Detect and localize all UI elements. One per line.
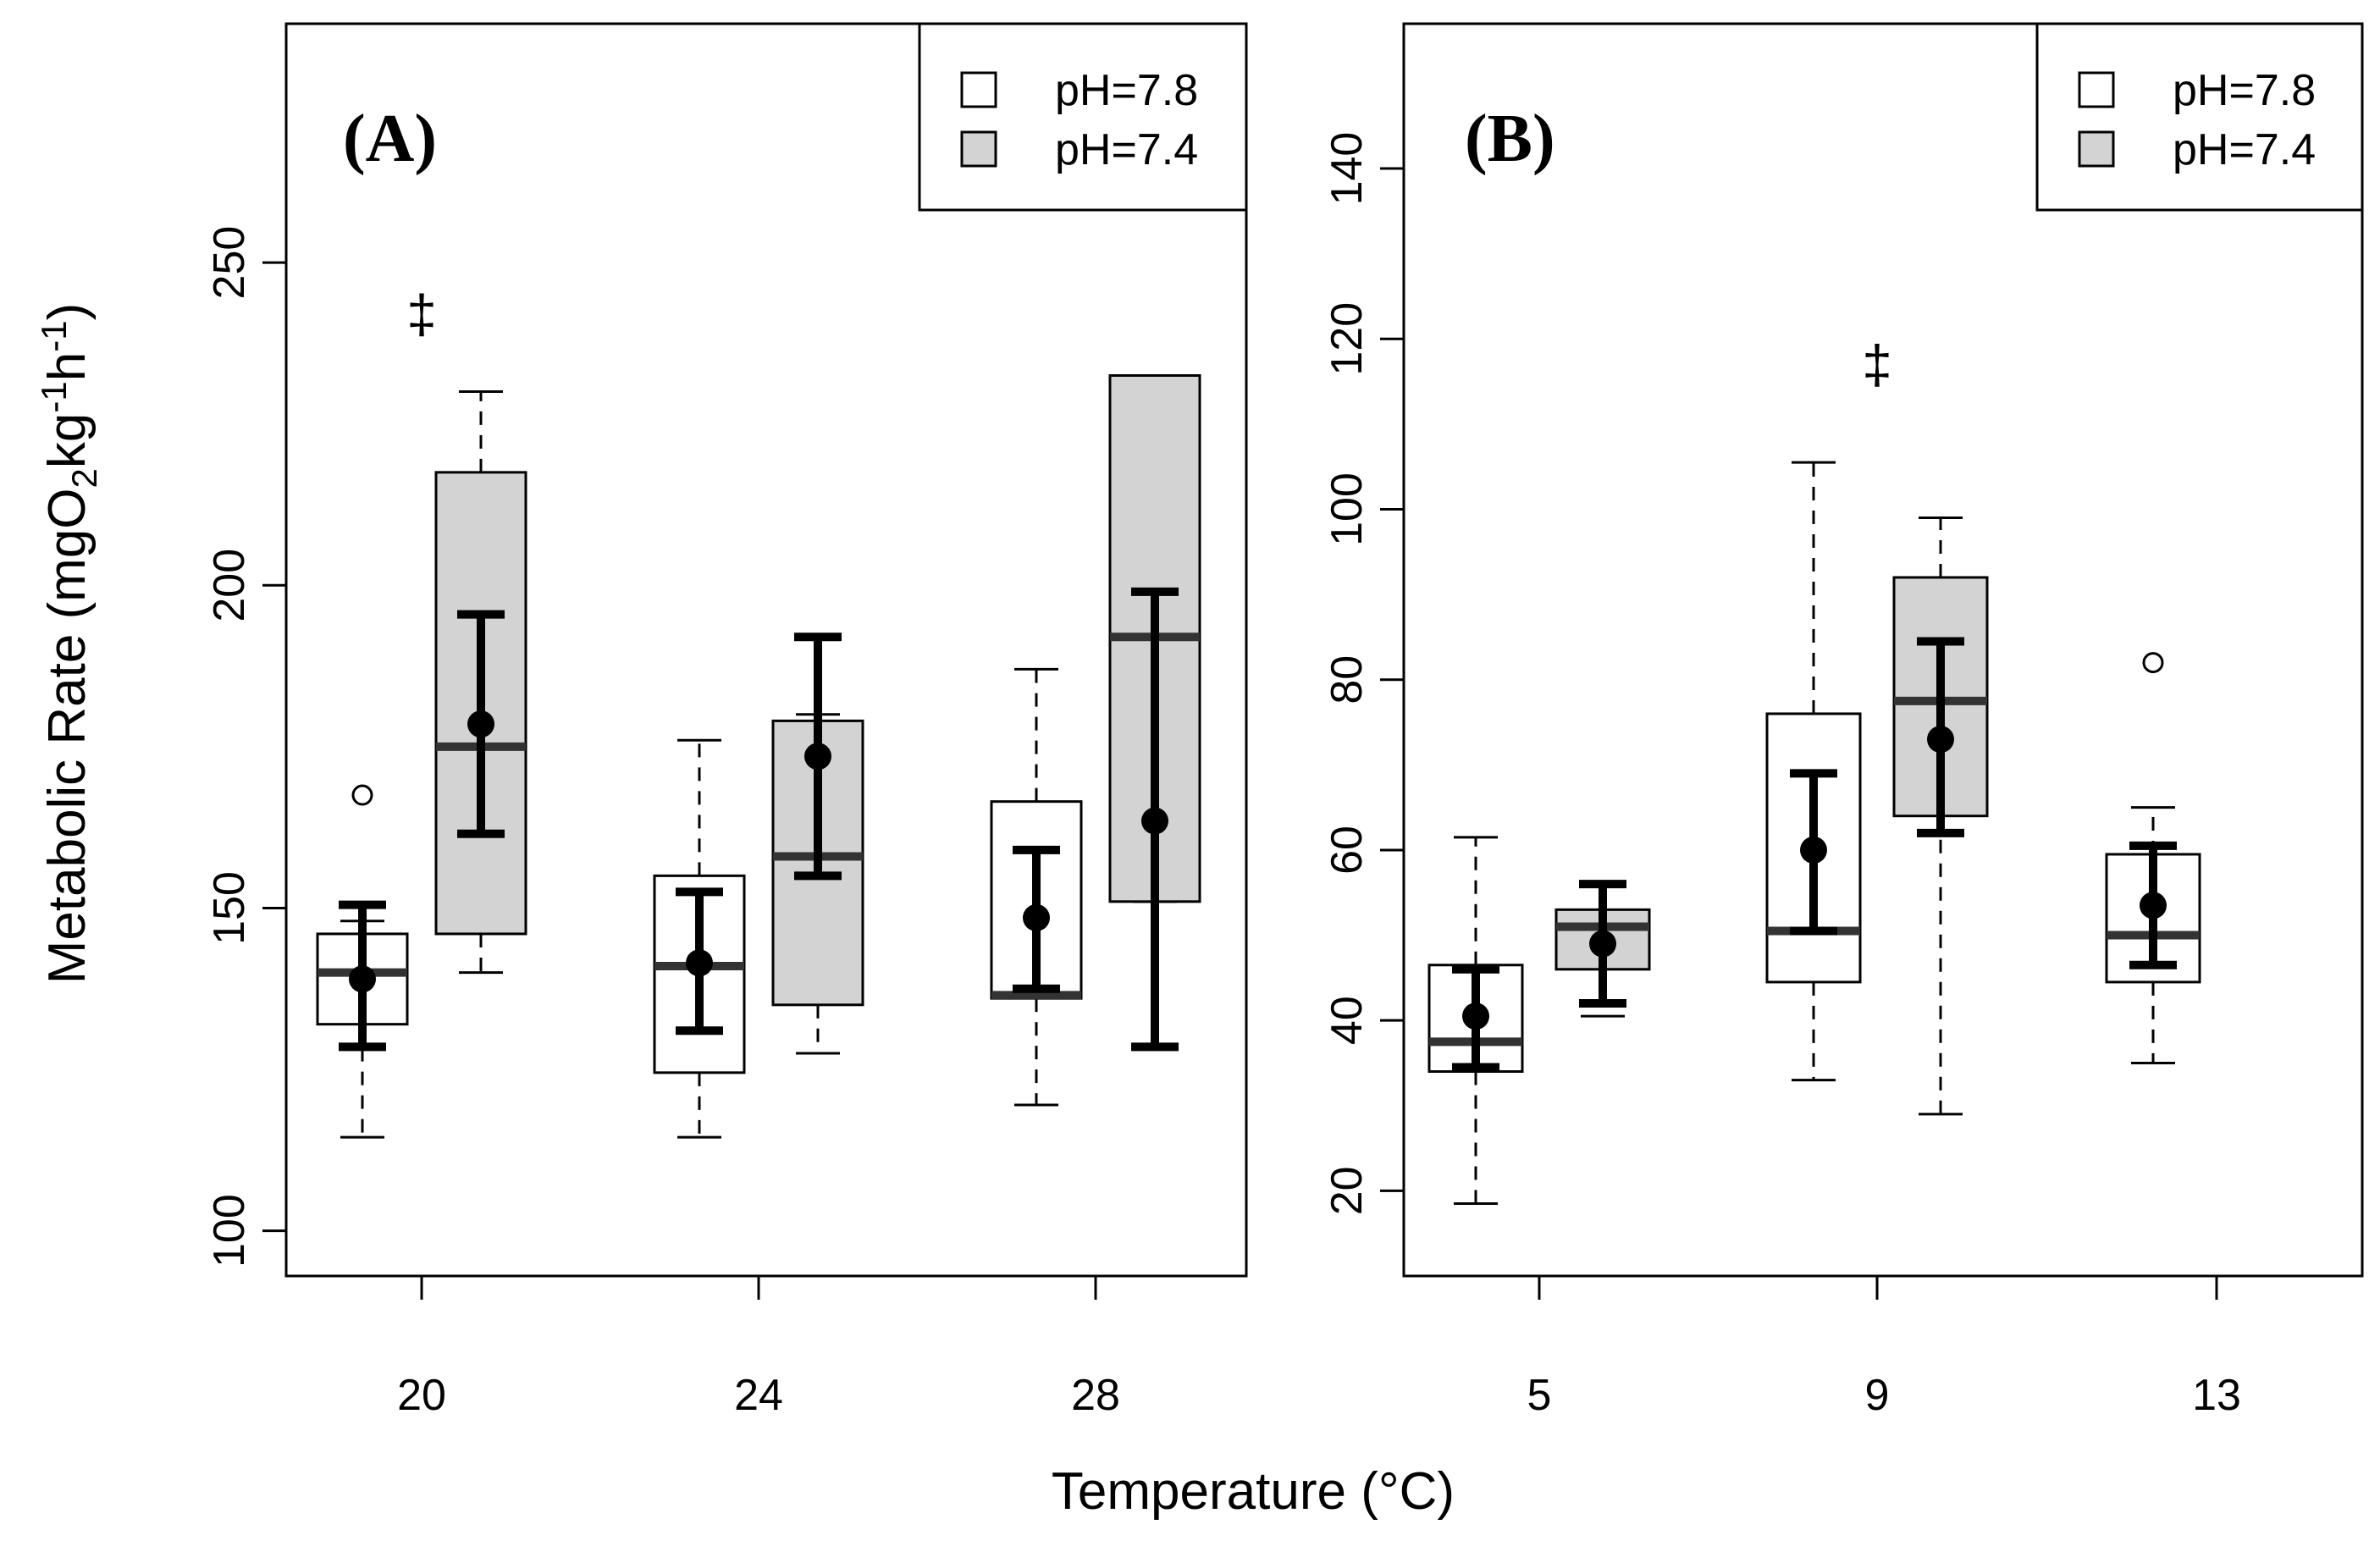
mean-point-pH74-28	[1141, 807, 1168, 835]
x-tick-label-20: 20	[397, 1371, 446, 1420]
significance-marker-9: ‡	[1862, 334, 1892, 395]
panel-a: ‡ pH=7.8 pH=7.4 (A) 100 150 200 250 20 24 28	[205, 22, 1248, 1420]
legend-swatch-ph-7-8	[2078, 71, 2115, 108]
y-axis-title-main: Metabolic Rate (mgO	[38, 488, 97, 984]
panel-b-legend: pH=7.8 pH=7.4	[2035, 22, 2364, 212]
panel-a-marks: ‡	[316, 284, 1201, 1139]
panel-b-x-axis: 5 9 13	[1527, 1276, 2241, 1420]
y-tick-label-100: 100	[1323, 472, 1372, 546]
x-tick-label-9: 9	[1865, 1371, 1890, 1420]
panel-a-legend: pH=7.8 pH=7.4	[918, 22, 1248, 212]
panel-b-y-axis: 20 40 60 80 100 120 140	[1323, 132, 1404, 1215]
x-axis-title: Temperature (°C)	[1052, 1462, 1455, 1521]
y-tick-label-20: 20	[1323, 1166, 1372, 1215]
y-tick-label-250: 250	[205, 226, 254, 300]
panel-b: ‡ pH=7.8 pH=7.4 (B) 20 40 60 80 100 120 140 5 9 1…	[1323, 22, 2364, 1420]
mean-point-pH78-24	[686, 949, 713, 977]
y-tick-label-200: 200	[205, 549, 254, 622]
legend-swatch-ph-7-4	[960, 130, 997, 168]
panel-a-y-axis: 100 150 200 250	[205, 226, 286, 1268]
legend-swatch-ph-7-4	[2078, 130, 2115, 168]
x-tick-label-13: 13	[2192, 1371, 2241, 1420]
x-tick-label-28: 28	[1071, 1371, 1120, 1420]
y-tick-label-100: 100	[205, 1194, 254, 1268]
x-tick-label-5: 5	[1527, 1371, 1552, 1420]
mean-point-pH78-28	[1023, 903, 1050, 931]
y-axis-title: Metabolic Rate (mgO2kg-1h-1)	[34, 303, 104, 984]
mean-point-pH78-5	[1462, 1002, 1489, 1030]
y-axis-title-close: )	[38, 303, 97, 321]
panel-a-x-axis: 20 24 28	[397, 1276, 1120, 1420]
mean-point-pH78-13	[2140, 892, 2167, 920]
outlier-pH78-20-0	[351, 784, 373, 806]
y-tick-label-80: 80	[1323, 655, 1372, 704]
mean-point-pH74-5	[1589, 930, 1616, 958]
panel-b-label: (B)	[1465, 102, 1555, 176]
y-tick-label-60: 60	[1323, 826, 1372, 875]
panel-b-frame	[1402, 22, 2364, 1278]
mean-point-pH78-20	[349, 965, 376, 993]
panel-a-label: (A)	[343, 102, 437, 176]
legend-label-ph-7-8: pH=7.8	[2173, 66, 2316, 115]
y-axis-title-h: h	[38, 352, 97, 381]
x-tick-label-24: 24	[734, 1371, 783, 1420]
legend-label-ph-7-4: pH=7.4	[2173, 125, 2316, 174]
mean-point-pH74-24	[804, 743, 831, 770]
significance-marker-20: ‡	[406, 284, 437, 345]
y-axis-title-sup2: -1	[34, 320, 74, 351]
mean-point-pH74-9	[1927, 726, 1954, 754]
y-tick-label-150: 150	[205, 871, 254, 945]
y-tick-label-140: 140	[1323, 132, 1372, 206]
panel-a-frame	[284, 22, 1248, 1278]
legend-box	[2035, 22, 2364, 212]
legend-label-ph-7-4: pH=7.4	[1055, 125, 1198, 174]
panel-b-marks: ‡	[1427, 334, 2201, 1205]
y-tick-label-40: 40	[1323, 996, 1372, 1045]
legend-swatch-ph-7-8	[960, 71, 997, 108]
y-axis-title-sub: 2	[64, 468, 104, 488]
y-tick-label-120: 120	[1323, 302, 1372, 376]
y-axis-title-sup1: -1	[34, 381, 74, 412]
y-axis-title-kg: kg	[38, 413, 97, 468]
outlier-pH78-13-0	[2142, 652, 2164, 674]
legend-box	[918, 22, 1248, 212]
legend-label-ph-7-8: pH=7.8	[1055, 66, 1198, 115]
mean-point-pH78-9	[1800, 836, 1827, 864]
mean-point-pH74-20	[467, 710, 494, 738]
